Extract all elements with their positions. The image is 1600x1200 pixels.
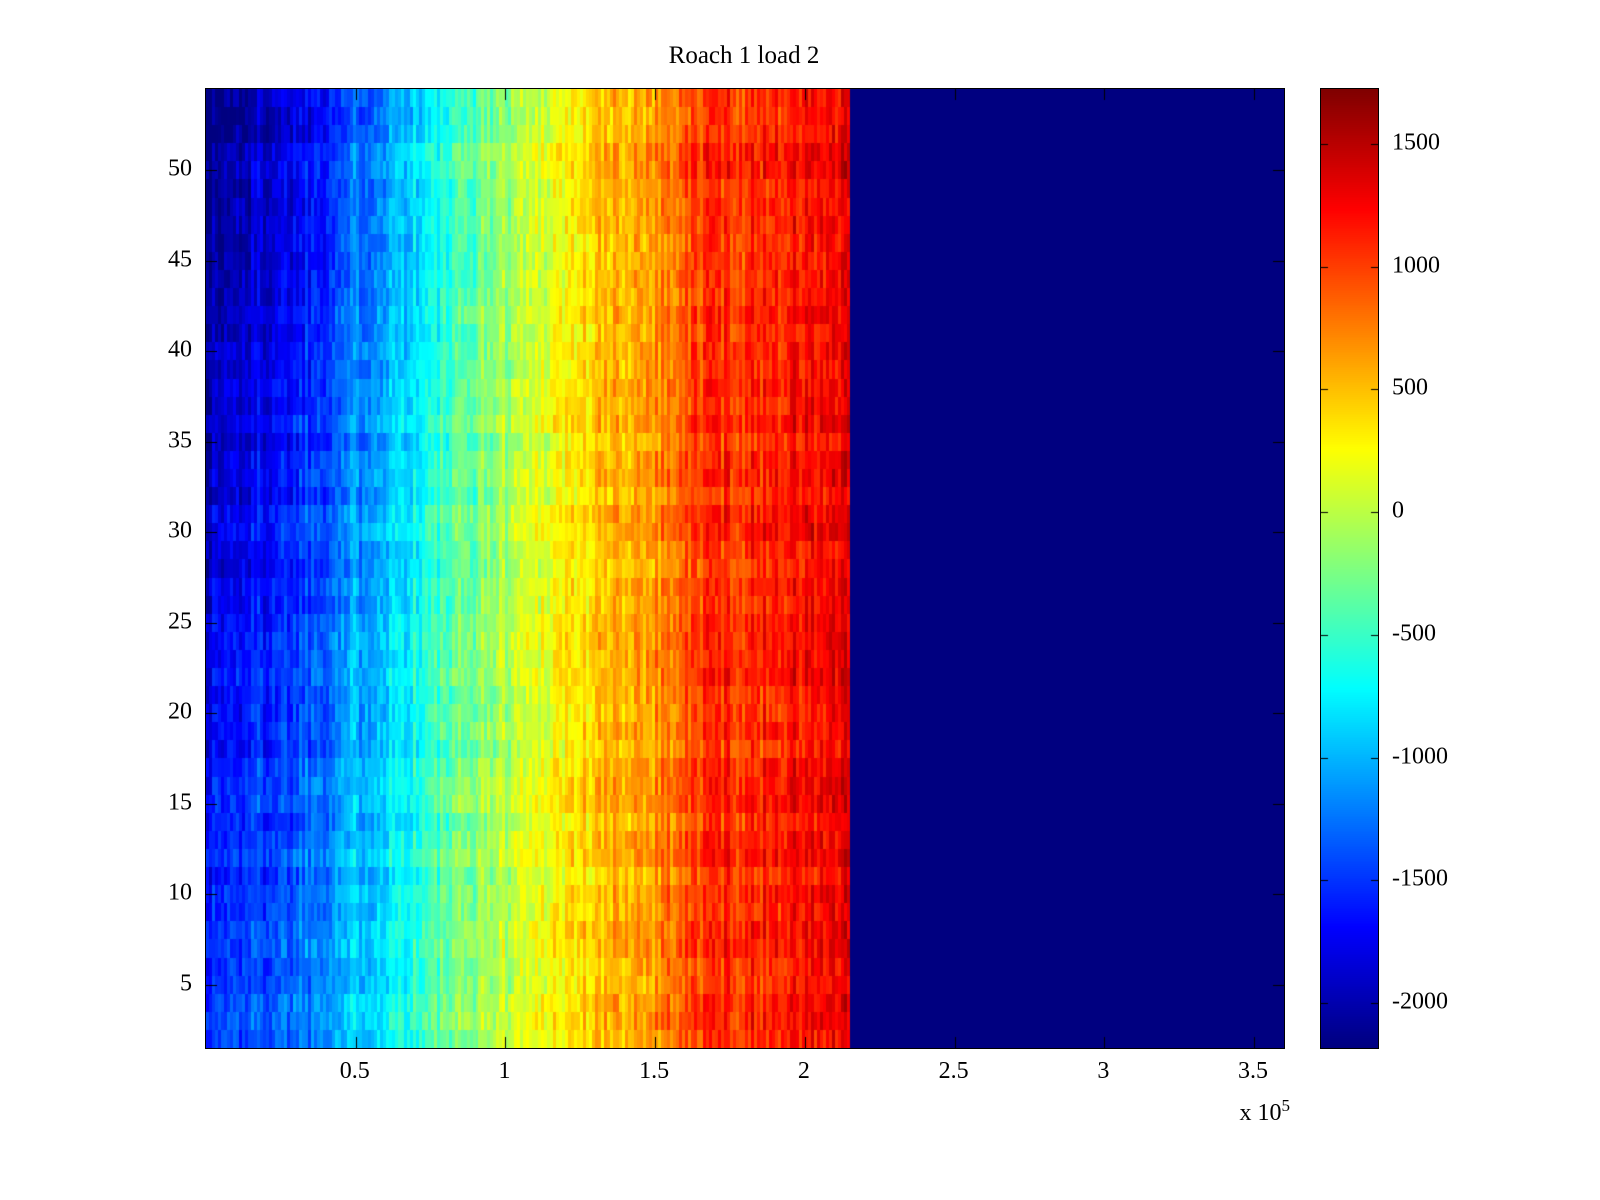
x-tick-label: 2.5 — [938, 1058, 969, 1084]
colorbar-tick-label: 0 — [1392, 497, 1404, 524]
colorbar-tick-label: 1000 — [1392, 252, 1440, 279]
y-tick-label: 30 — [168, 517, 192, 544]
x-tick-label: 1 — [498, 1058, 511, 1084]
y-tick-label: 40 — [168, 336, 192, 363]
colorbar-tick-label: -1500 — [1392, 865, 1448, 892]
x-tick-label: 1.5 — [639, 1058, 670, 1084]
colorbar-tick-labels: 1500 1000 500 0 -500 -1000 -1500 -2000 — [1392, 88, 1512, 1047]
x-tick-label: 2 — [797, 1058, 810, 1084]
x-axis-exponent-power: 5 — [1281, 1096, 1291, 1115]
x-tick-label: 3 — [1097, 1058, 1110, 1084]
colorbar-tick-label: -1000 — [1392, 743, 1448, 770]
x-axis-exponent-label: x 105 — [1150, 1096, 1291, 1127]
colorbar-tick-label: -500 — [1392, 620, 1436, 647]
colorbar-tick-label: -2000 — [1392, 988, 1448, 1015]
y-tick-label: 45 — [168, 246, 192, 273]
x-axis-tick-labels: 0.5 1 1.5 2 2.5 3 3.5 — [205, 1058, 1283, 1090]
y-tick-label: 20 — [168, 698, 192, 725]
y-tick-label: 50 — [168, 155, 192, 182]
y-tick-label: 25 — [168, 608, 192, 635]
colorbar-tick-label: 500 — [1392, 374, 1428, 401]
colorbar-canvas — [1321, 89, 1378, 1048]
x-axis-exponent-base: x 10 — [1239, 1100, 1282, 1126]
heatmap-canvas — [206, 89, 1284, 1048]
y-tick-label: 5 — [180, 970, 192, 997]
y-tick-label: 35 — [168, 427, 192, 454]
colorbar — [1320, 88, 1379, 1049]
heatmap-plot-area — [205, 88, 1285, 1049]
y-tick-label: 15 — [168, 789, 192, 816]
x-tick-label: 0.5 — [339, 1058, 370, 1084]
x-tick-label: 3.5 — [1238, 1058, 1269, 1084]
y-tick-label: 10 — [168, 879, 192, 906]
chart-title: Roach 1 load 2 — [668, 42, 820, 69]
colorbar-tick-label: 1500 — [1392, 129, 1440, 156]
y-axis-tick-labels: 5 10 15 20 25 30 35 40 45 50 — [120, 88, 192, 1047]
